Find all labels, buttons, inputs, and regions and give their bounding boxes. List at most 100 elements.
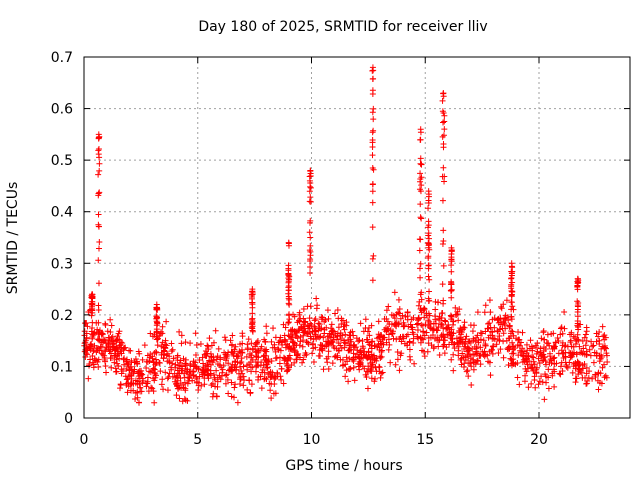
data-point: [153, 319, 160, 326]
data-point: [96, 239, 103, 246]
data-point: [586, 346, 593, 353]
data-point: [467, 322, 474, 329]
data-point: [158, 381, 165, 388]
data-point: [285, 275, 292, 282]
data-point: [557, 371, 564, 378]
data-point: [213, 367, 220, 374]
data-point: [396, 367, 403, 374]
data-point: [580, 345, 587, 352]
data-point: [221, 334, 228, 341]
data-point: [83, 330, 90, 337]
data-point: [337, 342, 344, 349]
data-point: [411, 360, 418, 367]
data-point: [276, 360, 283, 367]
data-point: [89, 359, 96, 366]
data-point: [596, 352, 603, 359]
data-point: [302, 349, 309, 356]
data-point: [291, 359, 298, 366]
data-point: [374, 335, 381, 342]
data-point: [555, 337, 562, 344]
data-point: [362, 371, 369, 378]
data-point: [355, 338, 362, 345]
data-point: [141, 342, 148, 349]
data-point: [182, 356, 189, 363]
data-point: [583, 351, 590, 358]
data-point: [209, 380, 216, 387]
data-point: [417, 201, 424, 208]
data-point: [517, 347, 524, 354]
data-point: [535, 355, 542, 362]
data-point: [311, 323, 318, 330]
data-point: [153, 359, 160, 366]
data-point: [439, 133, 446, 140]
data-point: [307, 217, 314, 224]
data-point: [509, 339, 516, 346]
data-point: [538, 335, 545, 342]
data-point: [373, 357, 380, 364]
data-point: [271, 341, 278, 348]
data-point: [238, 367, 245, 374]
data-point: [545, 385, 552, 392]
data-point: [425, 224, 432, 231]
data-point: [369, 143, 376, 150]
data-point: [482, 328, 489, 335]
data-point: [550, 330, 557, 337]
data-point: [486, 297, 493, 304]
data-point: [545, 366, 552, 373]
data-point: [237, 376, 244, 383]
data-point: [537, 345, 544, 352]
data-point: [244, 366, 251, 373]
data-point: [170, 355, 177, 362]
data-point: [356, 366, 363, 373]
data-point: [177, 375, 184, 382]
data-point: [574, 336, 581, 343]
data-point: [567, 337, 574, 344]
data-point: [522, 372, 529, 379]
data-point: [89, 335, 96, 342]
data-point: [113, 368, 120, 375]
data-point: [320, 366, 327, 373]
data-point: [117, 382, 124, 389]
data-point: [95, 171, 102, 178]
data-point: [272, 390, 279, 397]
data-point: [253, 348, 260, 355]
data-point: [397, 315, 404, 322]
data-point: [102, 347, 109, 354]
data-point: [316, 334, 323, 341]
data-point: [113, 356, 120, 363]
data-point: [234, 399, 241, 406]
data-point: [164, 375, 171, 382]
data-point: [304, 339, 311, 346]
data-point: [285, 262, 292, 269]
data-point: [396, 306, 403, 313]
data-point: [248, 354, 255, 361]
data-point: [448, 247, 455, 254]
data-point: [589, 343, 596, 350]
data-point: [307, 270, 314, 277]
data-point: [425, 200, 432, 207]
data-point: [465, 347, 472, 354]
data-point: [124, 389, 131, 396]
data-point: [329, 327, 336, 334]
data-point: [464, 367, 471, 374]
data-point: [96, 134, 103, 141]
data-point: [258, 385, 265, 392]
data-point: [342, 331, 349, 338]
data-point: [455, 317, 462, 324]
data-point: [111, 352, 118, 359]
data-point: [102, 340, 109, 347]
data-point: [498, 319, 505, 326]
data-point: [376, 346, 383, 353]
data-point: [427, 325, 434, 332]
data-point: [87, 346, 94, 353]
data-point: [540, 327, 547, 334]
data-point: [400, 335, 407, 342]
data-point: [149, 355, 156, 362]
data-point: [87, 356, 94, 363]
data-point: [107, 329, 114, 336]
data-point: [95, 319, 102, 326]
data-point: [151, 369, 158, 376]
data-point: [369, 199, 376, 206]
data-point: [310, 358, 317, 365]
data-point: [95, 145, 102, 152]
